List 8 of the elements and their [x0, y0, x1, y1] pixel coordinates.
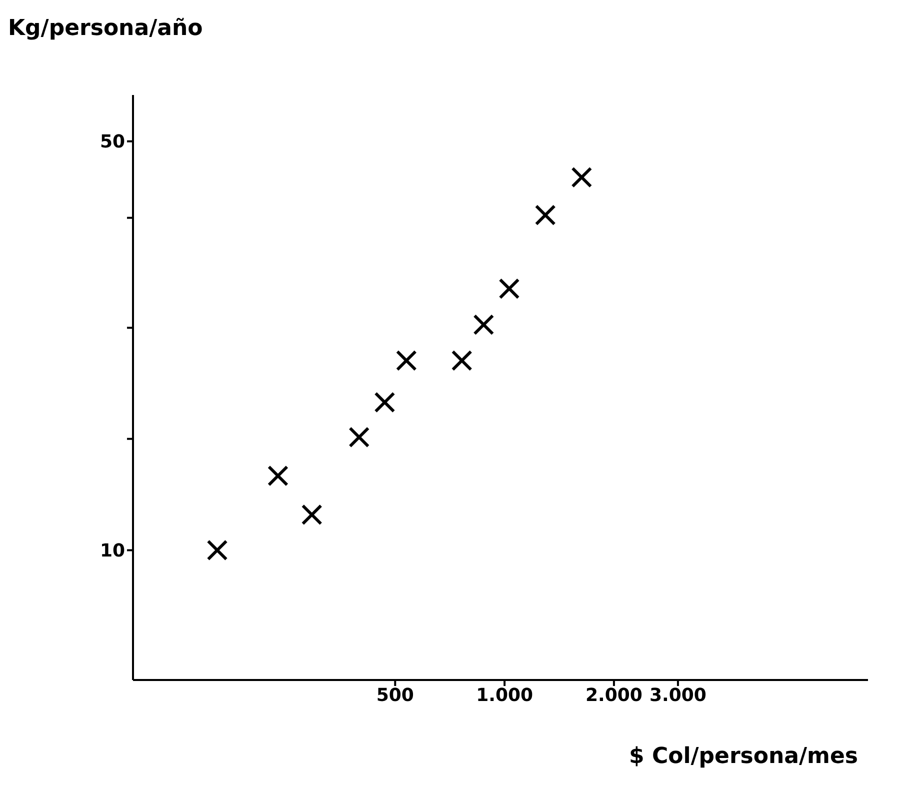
x-axis-title: $ Col/persona/mes: [628, 744, 858, 769]
x-tick-label: 2.000: [585, 684, 642, 706]
y-axis-title: Kg/persona/año: [8, 16, 203, 41]
x-tick-label: 3.000: [649, 684, 706, 706]
x-tick-label: 1.000: [476, 684, 534, 706]
y-tick-label: 10: [100, 540, 125, 562]
x-tick-label: 500: [376, 684, 414, 706]
y-tick-label: 50: [100, 132, 125, 153]
